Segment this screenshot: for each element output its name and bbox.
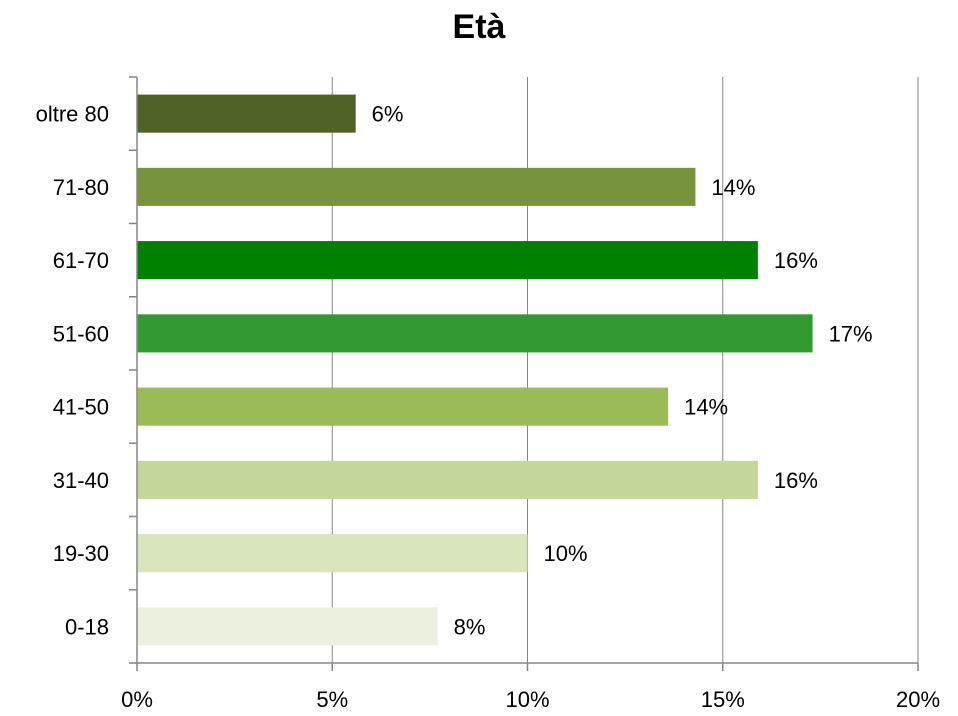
bar [137,387,669,426]
data-label: 8% [454,614,486,639]
bar [137,94,356,133]
data-label: 14% [684,395,728,420]
data-label: 16% [774,248,818,273]
data-label: 17% [829,321,873,346]
bar [137,534,528,573]
bar [137,167,696,206]
data-label: 16% [774,468,818,493]
category-label: 41-50 [53,395,109,420]
x-tick-label: 10% [505,687,549,712]
category-label: 51-60 [53,321,109,346]
category-label: 0-18 [65,614,109,639]
data-label: 6% [372,102,404,127]
data-label: 10% [544,541,588,566]
category-label: 61-70 [53,248,109,273]
chart-title: Età [452,8,506,46]
x-tick-label: 0% [121,687,153,712]
bar [137,241,758,280]
x-tick-label: 5% [316,687,348,712]
x-tick-label: 20% [896,687,940,712]
category-label: oltre 80 [36,102,109,127]
category-label: 71-80 [53,175,109,200]
category-label: 19-30 [53,541,109,566]
category-label: 31-40 [53,468,109,493]
data-label: 14% [711,175,755,200]
bar [137,460,758,499]
bar [137,314,813,353]
x-tick-label: 15% [701,687,745,712]
bar [137,607,438,646]
